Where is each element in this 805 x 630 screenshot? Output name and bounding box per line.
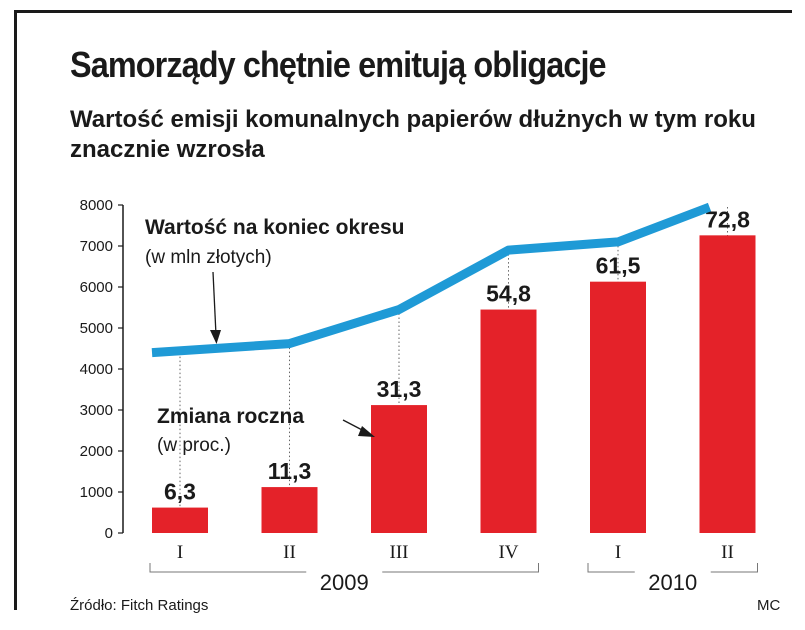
chart-subtitle: Wartość emisji komunalnych papierów dłuż… xyxy=(70,106,756,163)
bar-legend-note: (w proc.) xyxy=(157,435,231,456)
bar xyxy=(152,507,208,533)
source-note: Źródło: Fitch Ratings xyxy=(70,597,209,614)
x-tick-label: IV xyxy=(498,542,518,563)
y-tick-label: 5000 xyxy=(80,320,113,337)
x-tick-label: I xyxy=(177,542,183,563)
bar-value-label: 11,3 xyxy=(268,458,312,484)
y-tick-label: 3000 xyxy=(80,402,113,419)
author-initials: MC xyxy=(757,597,781,614)
y-tick-label: 1000 xyxy=(80,484,113,501)
group-label: 2009 xyxy=(320,570,369,595)
bar xyxy=(261,487,318,533)
chart-title: Samorządy chętnie emitują obligacje xyxy=(70,44,607,85)
group-label: 2010 xyxy=(648,570,697,595)
y-tick-label: 4000 xyxy=(80,361,113,378)
y-tick-label: 7000 xyxy=(80,238,113,255)
group-label-backdrop xyxy=(306,568,383,578)
line-legend-note: (w mln złotych) xyxy=(145,247,272,268)
group-label-backdrop xyxy=(634,568,711,578)
bar xyxy=(699,235,756,533)
bar-legend-name: Zmiana roczna xyxy=(157,405,304,428)
bar-value-label: 72,8 xyxy=(705,206,750,232)
y-tick-label: 0 xyxy=(105,525,113,542)
bar-value-label: 6,3 xyxy=(164,479,196,505)
line-series-value xyxy=(151,202,712,358)
y-tick-label: 2000 xyxy=(80,443,113,460)
bar-value-label: 61,5 xyxy=(596,253,641,279)
bar xyxy=(590,281,646,533)
line-legend-arrowhead xyxy=(210,330,221,344)
x-tick-label: I xyxy=(615,542,621,563)
line-legend-name: Wartość na koniec okresu xyxy=(145,216,404,239)
y-tick-label: 6000 xyxy=(80,279,113,296)
bar-value-label: 31,3 xyxy=(377,376,422,402)
x-tick-label: II xyxy=(721,542,734,563)
frame-left-rule xyxy=(14,10,17,610)
bar xyxy=(480,309,537,533)
bar-value-label: 54,8 xyxy=(486,281,531,307)
y-tick-label: 8000 xyxy=(80,197,113,214)
bar-legend-arrowhead xyxy=(358,426,375,437)
frame-top-rule xyxy=(14,10,792,13)
bar xyxy=(371,405,427,533)
x-tick-label: III xyxy=(390,542,409,563)
line-legend-arrow xyxy=(212,271,217,336)
x-tick-label: II xyxy=(283,542,296,563)
